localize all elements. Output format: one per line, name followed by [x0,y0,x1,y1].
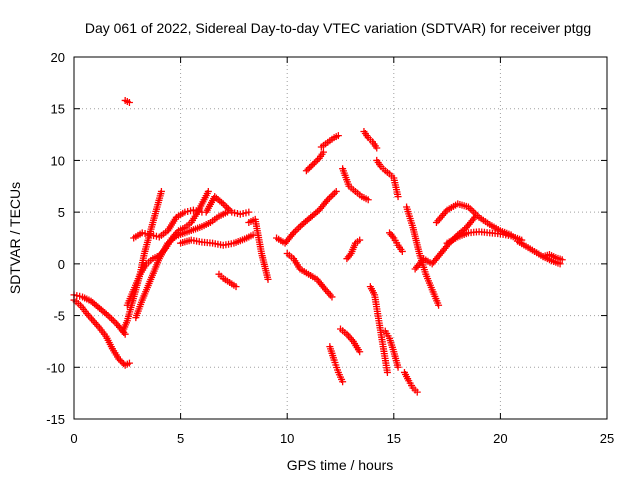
x-tick-label: 15 [387,431,401,446]
data-point [327,192,335,200]
data-point [470,208,478,216]
data-point [334,132,342,140]
data-point [325,194,333,202]
y-tick-label: 10 [51,153,65,168]
data-point [310,159,318,167]
y-axis-label: SDTVAR / TECUs [7,182,23,294]
data-point [331,189,339,197]
data-point [329,191,337,199]
data-point [435,301,443,309]
data-point [383,368,391,376]
data-point [125,359,133,367]
plot-frame [73,56,608,420]
data-point [125,99,133,107]
x-tick-label: 20 [493,431,507,446]
data-point [356,348,364,356]
data-point [293,226,301,234]
y-tick-label: -15 [46,412,65,427]
data-point [232,283,240,291]
data-point [306,164,314,172]
data-point [304,165,312,173]
data-point [339,378,347,386]
data-point [373,144,381,152]
data-point [204,187,212,195]
data-point [394,363,402,371]
data-point [394,193,402,201]
y-tick-label: -5 [53,309,65,324]
data-point [398,247,406,255]
data-point [108,315,116,323]
x-axis-label: GPS time / hours [287,457,394,473]
data-point [118,358,126,366]
x-tick-label: 25 [600,431,614,446]
chart-title: Day 061 of 2022, Sidereal Day-to-day VTE… [85,20,591,36]
x-tick-label: 5 [177,431,184,446]
data-point [296,222,304,230]
y-tick-label: -10 [46,360,65,375]
x-tick-label: 10 [280,431,294,446]
data-point [295,224,303,232]
data-point [312,157,320,165]
data-point [314,156,322,164]
data-point [328,293,336,301]
data-point [111,318,119,326]
y-tick-label: 15 [51,102,65,117]
data-point [319,148,327,156]
data-point [468,206,476,214]
y-tick-label: 0 [58,257,65,272]
data-point [106,313,114,321]
data-point [558,256,566,264]
x-tick-label: 0 [70,431,77,446]
data-point [223,203,231,211]
data-point [221,202,229,210]
data-point [364,196,372,204]
data-point [264,275,272,283]
data-point [109,317,117,325]
data-point [115,355,123,363]
data-point [116,357,124,365]
data-point [332,187,340,195]
data-point [307,162,315,170]
y-tick-label: 5 [58,205,65,220]
data-point [245,208,253,216]
data-points [70,96,566,396]
data-point [157,187,165,195]
y-tick-label: 20 [51,50,65,65]
data-point [291,227,299,235]
data-point [302,167,310,175]
data-point [356,236,364,244]
data-point [413,388,421,396]
data-point [309,161,317,169]
